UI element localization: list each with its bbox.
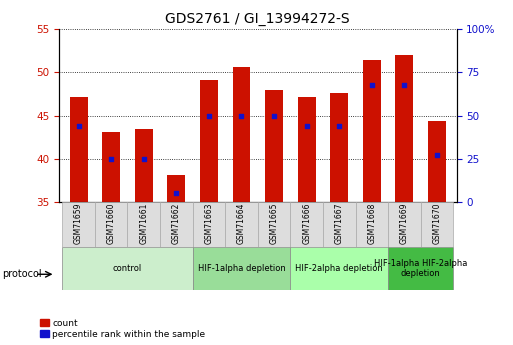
Bar: [363, 59, 381, 202]
Text: GSM71662: GSM71662: [172, 203, 181, 244]
Text: HIF-2alpha depletion: HIF-2alpha depletion: [295, 264, 383, 273]
Bar: [70, 97, 88, 202]
Bar: [135, 129, 153, 202]
Title: GDS2761 / GI_13994272-S: GDS2761 / GI_13994272-S: [166, 11, 350, 26]
Text: HIF-1alpha depletion: HIF-1alpha depletion: [198, 264, 285, 273]
Bar: [192, 202, 225, 247]
Bar: [258, 202, 290, 247]
Bar: [396, 55, 413, 202]
Text: GSM71666: GSM71666: [302, 203, 311, 244]
Point: [205, 113, 213, 118]
Bar: [421, 202, 453, 247]
Point: [303, 123, 311, 129]
Text: GSM71665: GSM71665: [269, 203, 279, 244]
Point: [368, 82, 376, 87]
Text: GSM71661: GSM71661: [139, 203, 148, 244]
Bar: [290, 247, 388, 290]
Bar: [200, 80, 218, 202]
Text: GSM71663: GSM71663: [204, 203, 213, 244]
Bar: [127, 202, 160, 247]
Point: [433, 152, 441, 158]
Bar: [160, 202, 192, 247]
Text: GSM71669: GSM71669: [400, 203, 409, 244]
Bar: [102, 132, 120, 202]
Text: protocol: protocol: [3, 269, 42, 279]
Bar: [356, 202, 388, 247]
Point: [335, 123, 343, 129]
Bar: [95, 202, 127, 247]
Bar: [225, 202, 258, 247]
Text: GSM71667: GSM71667: [335, 203, 344, 244]
Point: [74, 123, 83, 129]
Point: [400, 82, 408, 87]
Bar: [290, 202, 323, 247]
Text: GSM71660: GSM71660: [107, 203, 115, 244]
Bar: [232, 67, 250, 202]
Text: GSM71659: GSM71659: [74, 203, 83, 244]
Bar: [265, 90, 283, 202]
Text: GSM71670: GSM71670: [432, 203, 442, 244]
Bar: [323, 202, 356, 247]
Point: [238, 113, 246, 118]
Bar: [167, 175, 185, 202]
Bar: [388, 247, 453, 290]
Point: [270, 113, 278, 118]
Bar: [62, 247, 192, 290]
Bar: [428, 121, 446, 202]
Text: HIF-1alpha HIF-2alpha
depletion: HIF-1alpha HIF-2alpha depletion: [374, 258, 467, 278]
Bar: [192, 247, 290, 290]
Point: [107, 156, 115, 161]
Text: control: control: [113, 264, 142, 273]
Legend: count, percentile rank within the sample: count, percentile rank within the sample: [41, 318, 205, 339]
Text: GSM71664: GSM71664: [237, 203, 246, 244]
Point: [172, 190, 181, 196]
Bar: [298, 97, 315, 202]
Bar: [62, 202, 95, 247]
Point: [140, 156, 148, 161]
Bar: [388, 202, 421, 247]
Text: GSM71668: GSM71668: [367, 203, 377, 244]
Bar: [330, 93, 348, 202]
